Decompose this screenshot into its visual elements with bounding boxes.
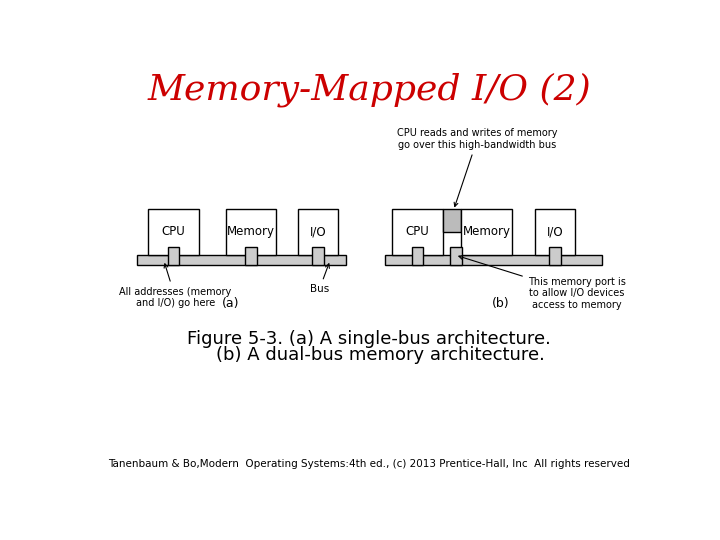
Text: All addresses (memory
and I/O) go here: All addresses (memory and I/O) go here	[119, 264, 231, 308]
Bar	[412, 247, 423, 265]
Text: Memory: Memory	[462, 225, 510, 238]
Text: Memory-Mapped I/O (2): Memory-Mapped I/O (2)	[147, 72, 591, 107]
Text: (b): (b)	[492, 298, 510, 310]
Bar	[312, 247, 324, 265]
Bar	[168, 247, 179, 265]
Text: Figure 5-3. (a) A single-bus architecture.: Figure 5-3. (a) A single-bus architectur…	[187, 330, 551, 348]
Bar	[535, 209, 575, 255]
Bar	[443, 209, 462, 232]
Bar	[384, 255, 601, 265]
Text: (a): (a)	[222, 298, 240, 310]
Bar	[462, 209, 512, 255]
Bar	[225, 209, 276, 255]
Text: I/O: I/O	[310, 225, 326, 238]
Text: This memory port is
to allow I/O devices
access to memory: This memory port is to allow I/O devices…	[459, 255, 626, 310]
Bar	[137, 255, 346, 265]
Text: (b) A dual-bus memory architecture.: (b) A dual-bus memory architecture.	[193, 346, 545, 364]
Text: Memory: Memory	[227, 225, 275, 238]
Bar	[450, 247, 462, 265]
Text: I/O: I/O	[546, 225, 563, 238]
Bar	[148, 209, 199, 255]
Bar	[297, 209, 338, 255]
Text: Bus: Bus	[310, 264, 329, 294]
Bar	[549, 247, 561, 265]
Bar	[392, 209, 443, 255]
Text: Tanenbaum & Bo,Modern  Operating Systems:4th ed., (c) 2013 Prentice-Hall, Inc  A: Tanenbaum & Bo,Modern Operating Systems:…	[108, 459, 630, 469]
Text: CPU: CPU	[161, 225, 185, 238]
Bar	[245, 247, 256, 265]
Text: CPU reads and writes of memory
go over this high-bandwidth bus: CPU reads and writes of memory go over t…	[397, 128, 558, 206]
Text: CPU: CPU	[405, 225, 429, 238]
